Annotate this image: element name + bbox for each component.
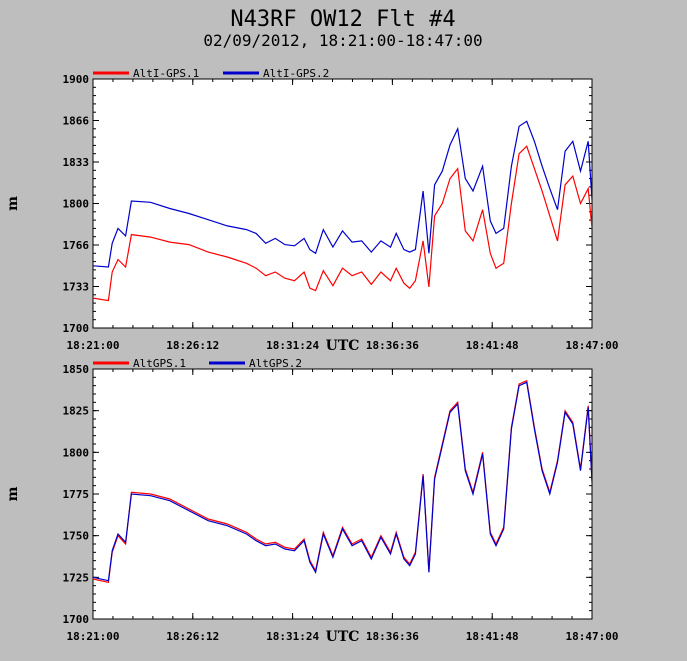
y-axis-label: m xyxy=(5,486,21,501)
chart-panel-1: 1700 1733 1766 1800 1833 1866 1900 18:21:00 18:2… xyxy=(5,67,618,354)
x-axis-label: UTC xyxy=(326,629,360,645)
x-tick-label: 18:47:00 xyxy=(566,630,619,643)
y-tick-label: 1850 xyxy=(63,363,90,376)
y-tick-label: 1766 xyxy=(63,239,90,252)
y-axis-label: m xyxy=(5,196,21,211)
x-tick-label: 18:31:24 xyxy=(266,339,319,352)
x-tick-label: 18:36:36 xyxy=(366,630,419,643)
x-tick-label: 18:21:00 xyxy=(67,630,120,643)
series-line-2 xyxy=(93,120,592,268)
y-tick-label: 1800 xyxy=(63,446,90,459)
y-tick-label: 1700 xyxy=(63,613,90,626)
series-line-1 xyxy=(93,145,592,302)
y-tick-label: 1725 xyxy=(63,571,90,584)
x-tick-label: 18:41:48 xyxy=(466,339,519,352)
y-tick-label: 1866 xyxy=(63,115,90,128)
y-tick-label: 1750 xyxy=(63,530,90,543)
x-axis-label: UTC xyxy=(326,338,360,354)
plot-area xyxy=(92,368,593,620)
legend-label-2: AltGPS.2 xyxy=(249,357,302,370)
x-tick-label: 18:47:00 xyxy=(566,339,619,352)
x-tick-label: 18:31:24 xyxy=(266,630,319,643)
legend-label-2: AltI-GPS.2 xyxy=(263,67,329,80)
chart-subtitle: 02/09/2012, 18:21:00-18:47:00 xyxy=(203,31,482,50)
series-line-2 xyxy=(93,381,592,582)
y-tick-label: 1800 xyxy=(63,198,90,211)
y-tick-label: 1833 xyxy=(63,156,90,169)
y-tick-label: 1825 xyxy=(63,405,90,418)
y-tick-label: 1900 xyxy=(63,73,90,86)
y-tick-label: 1775 xyxy=(63,488,90,501)
x-tick-label: 18:26:12 xyxy=(166,339,219,352)
legend-label-1: AltI-GPS.1 xyxy=(133,67,199,80)
x-tick-label: 18:41:48 xyxy=(466,630,519,643)
chart-title: N43RF OW12 Flt #4 xyxy=(230,7,455,32)
y-tick-label: 1700 xyxy=(63,322,90,335)
y-tick-label: 1733 xyxy=(63,281,90,294)
legend-label-1: AltGPS.1 xyxy=(133,357,186,370)
x-tick-label: 18:21:00 xyxy=(67,339,120,352)
x-tick-label: 18:26:12 xyxy=(166,630,219,643)
chart-panel-2: 1700 1725 1750 1775 1800 1825 1850 18:21:00 18:2… xyxy=(5,357,618,645)
x-tick-label: 18:36:36 xyxy=(366,339,419,352)
plot-area xyxy=(92,78,593,329)
